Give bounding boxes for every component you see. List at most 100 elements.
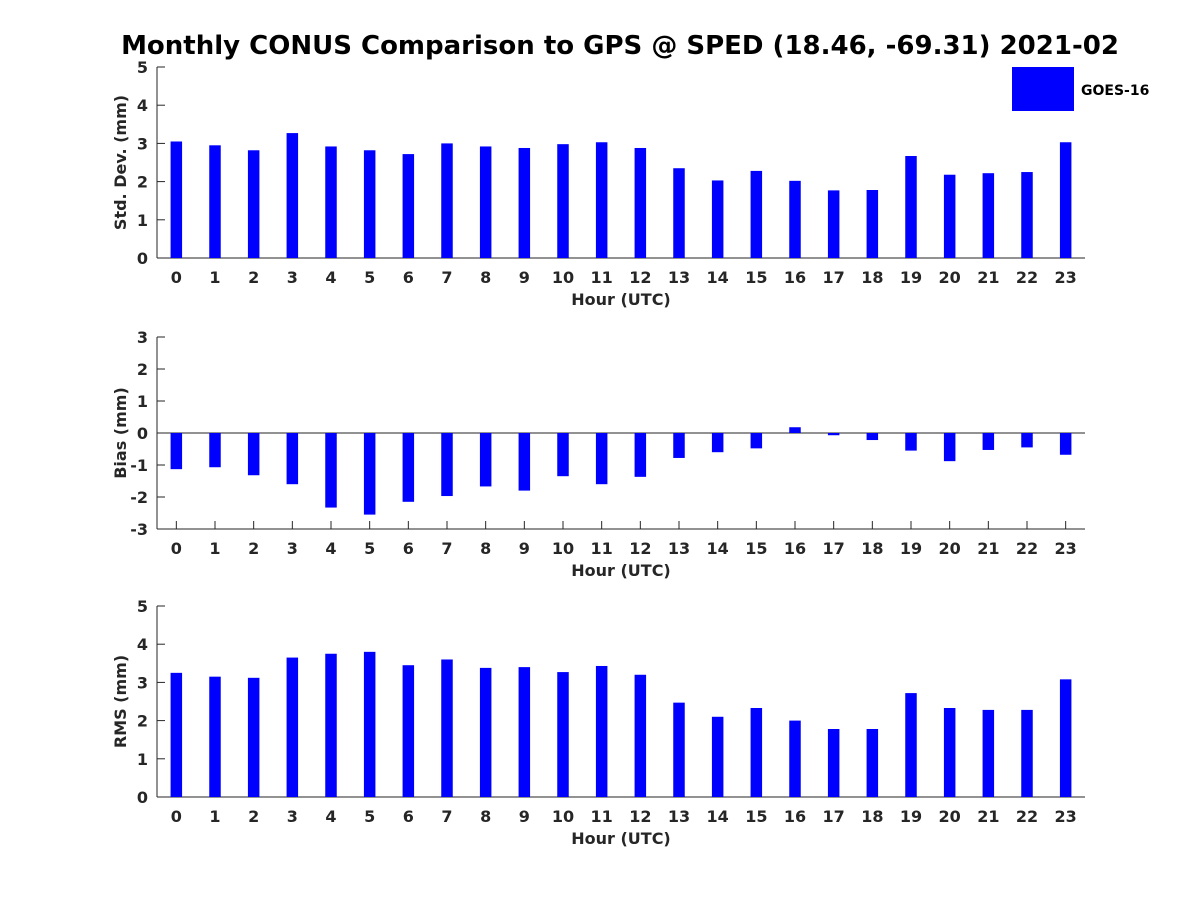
bias-x-tick-label: 12 — [629, 539, 651, 558]
bias-y-tick-label: -3 — [130, 520, 148, 539]
rms-bar-hour-1 — [209, 676, 221, 797]
rms-x-tick-label: 13 — [668, 807, 690, 826]
bias-x-axis-label: Hour (UTC) — [571, 561, 671, 580]
rms-bar-hour-15 — [750, 707, 763, 797]
rms-bar-hour-10 — [557, 672, 569, 797]
rms-x-tick-label: 20 — [939, 807, 961, 826]
std-dev-bar-hour-5 — [363, 150, 376, 258]
rms-y-tick-label: 2 — [137, 712, 148, 731]
rms-bar-hour-23 — [1059, 679, 1072, 797]
bias-x-tick-label: 6 — [403, 539, 414, 558]
rms-bar-hour-18 — [866, 729, 879, 797]
std-dev-x-tick-label: 22 — [1016, 268, 1038, 287]
rms-x-tick-label: 16 — [784, 807, 806, 826]
bias-x-tick-label: 5 — [364, 539, 375, 558]
rms-bar-hour-0 — [170, 672, 183, 797]
rms-bar-hour-17 — [827, 729, 840, 797]
rms-x-tick-label: 6 — [403, 807, 414, 826]
rms-x-tick-label: 2 — [248, 807, 259, 826]
rms-x-tick-label: 1 — [209, 807, 220, 826]
std-dev-x-tick-label: 14 — [707, 268, 729, 287]
rms-x-tick-label: 17 — [823, 807, 845, 826]
rms-x-tick-label: 3 — [287, 807, 298, 826]
bias-x-tick-label: 20 — [939, 539, 961, 558]
std-dev-bar-hour-20 — [943, 174, 956, 258]
std-dev-bar-hour-10 — [557, 144, 569, 258]
std-dev-bar-hour-22 — [1021, 172, 1033, 258]
std-dev-bar-hour-13 — [673, 168, 685, 258]
rms-bar-hour-7 — [441, 659, 453, 797]
bias-bar-hour-4 — [325, 433, 337, 508]
bias-bar-hour-0 — [170, 433, 183, 470]
bias-bar-hour-9 — [518, 433, 531, 491]
std-dev-x-tick-label: 0 — [171, 268, 182, 287]
bias-bar-hour-7 — [441, 433, 453, 497]
std-dev-y-tick-label: 0 — [137, 249, 148, 268]
rms-y-tick-label: 1 — [137, 750, 148, 769]
rms-bar-hour-11 — [595, 665, 608, 797]
rms-bar-hour-4 — [325, 653, 337, 797]
std-dev-x-tick-label: 18 — [861, 268, 883, 287]
bias-x-tick-label: 0 — [171, 539, 182, 558]
bias-bar-hour-23 — [1059, 433, 1072, 455]
std-dev-bar-hour-4 — [325, 146, 337, 258]
rms-bar-hour-12 — [634, 674, 647, 797]
rms-x-tick-label: 7 — [441, 807, 452, 826]
std-dev-x-tick-label: 3 — [287, 268, 298, 287]
rms-x-tick-label: 14 — [707, 807, 729, 826]
figure-title: Monthly CONUS Comparison to GPS @ SPED (… — [121, 31, 1119, 61]
bias-x-tick-label: 7 — [441, 539, 452, 558]
bias-x-tick-label: 14 — [707, 539, 729, 558]
std-dev-x-tick-label: 9 — [519, 268, 530, 287]
bias-y-tick-label: 1 — [137, 392, 148, 411]
legend-label-goes16: GOES-16 — [1081, 83, 1149, 99]
std-dev-bar-hour-16 — [789, 180, 801, 258]
std-dev-bar-hour-14 — [711, 180, 724, 258]
std-dev-x-tick-label: 13 — [668, 268, 690, 287]
rms-bar-hour-21 — [982, 709, 995, 797]
bias-bar-hour-14 — [711, 433, 724, 453]
rms-x-axis-label: Hour (UTC) — [571, 829, 671, 848]
bias-x-tick-label: 23 — [1055, 539, 1077, 558]
legend: GOES-16 — [1012, 67, 1149, 111]
rms-x-tick-label: 19 — [900, 807, 922, 826]
rms-bar-hour-16 — [789, 720, 801, 797]
rms-bar-hour-9 — [518, 667, 531, 797]
bias-x-tick-label: 2 — [248, 539, 259, 558]
bias-x-tick-label: 10 — [552, 539, 574, 558]
std-dev-bar-hour-2 — [247, 150, 260, 258]
rms-bar-hour-22 — [1021, 709, 1033, 797]
bias-y-tick-label: 2 — [137, 360, 148, 379]
bias-x-tick-label: 1 — [209, 539, 220, 558]
bias-bar-hour-6 — [402, 433, 415, 502]
rms-y-axis-label: RMS (mm) — [111, 655, 130, 748]
std-dev-y-tick-label: 2 — [137, 173, 148, 192]
bias-y-tick-label: 3 — [137, 328, 148, 347]
rms-bar-hour-5 — [363, 651, 376, 797]
bias-x-tick-label: 9 — [519, 539, 530, 558]
std-dev-bar-hour-7 — [441, 143, 453, 258]
rms-x-tick-label: 22 — [1016, 807, 1038, 826]
std-dev-y-tick-label: 5 — [137, 58, 148, 77]
std-dev-x-tick-label: 20 — [939, 268, 961, 287]
rms-x-tick-label: 11 — [591, 807, 613, 826]
rms-bar-hour-8 — [479, 667, 492, 797]
std-dev-x-axis-label: Hour (UTC) — [571, 290, 671, 309]
bias-bar-hour-12 — [634, 433, 647, 477]
rms-x-tick-label: 23 — [1055, 807, 1077, 826]
bias-x-tick-label: 8 — [480, 539, 491, 558]
std-dev-bar-hour-9 — [518, 147, 531, 258]
rms-x-tick-label: 5 — [364, 807, 375, 826]
std-dev-bar-hour-19 — [905, 156, 917, 258]
bias-bar-hour-1 — [209, 433, 221, 468]
bias-x-tick-label: 11 — [591, 539, 613, 558]
std-dev-x-tick-label: 15 — [745, 268, 767, 287]
std-dev-bar-hour-15 — [750, 170, 763, 258]
bias-y-axis-label: Bias (mm) — [111, 387, 130, 479]
std-dev-x-tick-label: 4 — [325, 268, 336, 287]
bias-x-tick-label: 13 — [668, 539, 690, 558]
bias-bar-hour-2 — [247, 433, 260, 476]
